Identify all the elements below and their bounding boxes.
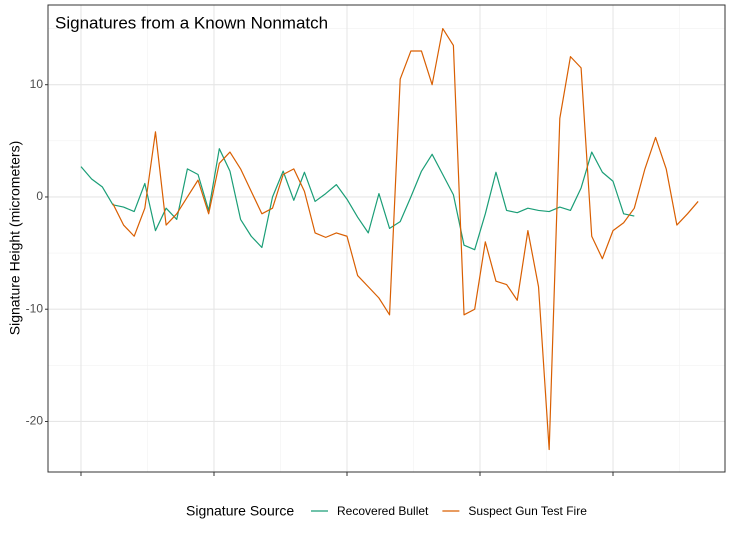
y-tick-label: 0 [36, 189, 43, 203]
legend-label: Suspect Gun Test Fire [468, 504, 587, 518]
y-axis-title: Signature Height (micrometers) [7, 141, 23, 336]
panel-border [47, 4, 726, 473]
y-tick-label: -10 [26, 301, 44, 315]
y-tick-label: -20 [26, 414, 44, 428]
series-line [80, 148, 635, 251]
legend-label: Recovered Bullet [337, 504, 429, 518]
y-tick-label: 10 [30, 77, 44, 91]
series-line [112, 27, 699, 451]
legend-title: Signature Source [186, 503, 294, 519]
chart-title: Signatures from a Known Nonmatch [55, 13, 328, 32]
